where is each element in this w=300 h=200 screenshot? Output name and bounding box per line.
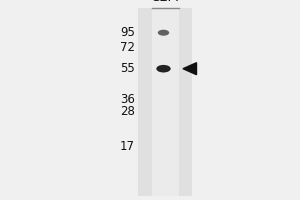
Text: 17: 17 (120, 140, 135, 153)
Text: 95: 95 (120, 26, 135, 39)
Ellipse shape (158, 30, 169, 36)
Text: 28: 28 (120, 105, 135, 118)
Text: CEM: CEM (151, 0, 179, 4)
Bar (152, 8, 178, 196)
Text: 36: 36 (120, 93, 135, 106)
Ellipse shape (156, 65, 171, 73)
Text: 55: 55 (120, 62, 135, 75)
Bar (138, 8, 192, 196)
Text: 72: 72 (120, 41, 135, 54)
Polygon shape (183, 63, 196, 75)
